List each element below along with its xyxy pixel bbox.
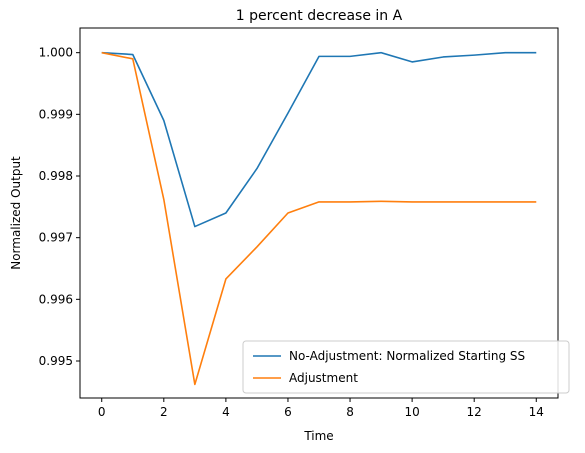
series-line-1 [101,51,537,386]
x-tick-label: 12 [467,405,482,419]
series-lines [101,51,537,386]
series-line-0 [101,51,537,228]
y-tick-label: 0.995 [39,354,73,368]
y-tick-label: 0.996 [39,292,73,306]
y-tick-label: 0.997 [39,231,73,245]
plot-area [79,27,559,399]
x-axis-label: Time [303,429,333,443]
legend-box [242,340,570,394]
legend-label-0: No-Adjustment: Normalized Starting SS [289,349,525,363]
legend: No-Adjustment: Normalized Starting SS Adj… [242,340,570,394]
x-tick-label: 10 [404,405,419,419]
y-tick-label: 1.000 [39,46,73,60]
y-tick-label: 0.998 [39,169,73,183]
x-tick-label: 0 [98,405,106,419]
x-tick-label: 6 [284,405,292,419]
y-tick-label: 0.999 [39,107,73,121]
x-tick-label: 2 [160,405,168,419]
x-tick-label: 14 [529,405,544,419]
chart-title: 1 percent decrease in A [236,8,403,24]
y-axis-label: Normalized Output [9,156,23,270]
legend-label-1: Adjustment [289,371,358,385]
y-axis: 0.995 0.996 0.997 0.998 0.999 1.000 [39,46,80,368]
x-tick-label: 4 [222,405,230,419]
x-axis: 0 2 4 6 8 10 12 14 [98,398,544,419]
x-tick-label: 8 [346,405,354,419]
